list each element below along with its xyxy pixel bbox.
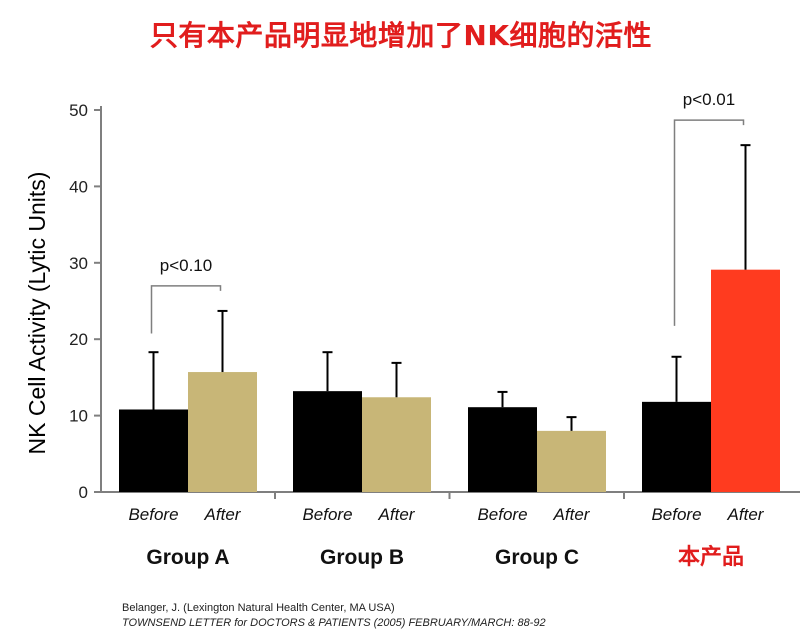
x-tick-label: Before [651, 505, 701, 524]
citation-author: Belanger, J. (Lexington Natural Health C… [122, 602, 395, 614]
y-tick-label: 50 [69, 101, 88, 120]
citation-source: TOWNSEND LETTER for DOCTORS & PATIENTS (… [122, 617, 546, 629]
group-label: 本产品 [678, 545, 744, 570]
x-tick-label: After [553, 505, 591, 524]
bar [642, 401, 711, 492]
bar [362, 397, 431, 492]
x-tick-label: After [378, 505, 416, 524]
significance-bracket [673, 119, 745, 326]
bar [468, 407, 537, 492]
bar [711, 269, 780, 492]
chart-title: 只有本产品明显地增加了NK细胞的活性 [149, 19, 653, 52]
x-tick-label: After [727, 505, 765, 524]
x-tick-label: Before [477, 505, 527, 524]
y-axis-label: NK Cell Activity (Lytic Units) [24, 172, 50, 455]
y-tick-label: 0 [79, 483, 88, 502]
significance-label: p<0.10 [160, 256, 212, 275]
significance-label: p<0.01 [683, 90, 735, 109]
bar [537, 430, 606, 492]
y-tick-label: 40 [69, 177, 88, 196]
bar [119, 409, 188, 492]
y-tick-label: 30 [69, 254, 88, 273]
group-label: Group A [146, 546, 229, 569]
x-tick-label: Before [302, 505, 352, 524]
y-tick-label: 20 [69, 330, 88, 349]
x-tick-label: After [204, 505, 242, 524]
group-label: Group C [495, 546, 579, 569]
significance-bracket [150, 285, 222, 334]
y-tick-label: 10 [69, 407, 88, 426]
bar [188, 372, 257, 492]
group-label: Group B [320, 546, 404, 569]
bar [293, 391, 362, 492]
x-tick-label: Before [128, 505, 178, 524]
